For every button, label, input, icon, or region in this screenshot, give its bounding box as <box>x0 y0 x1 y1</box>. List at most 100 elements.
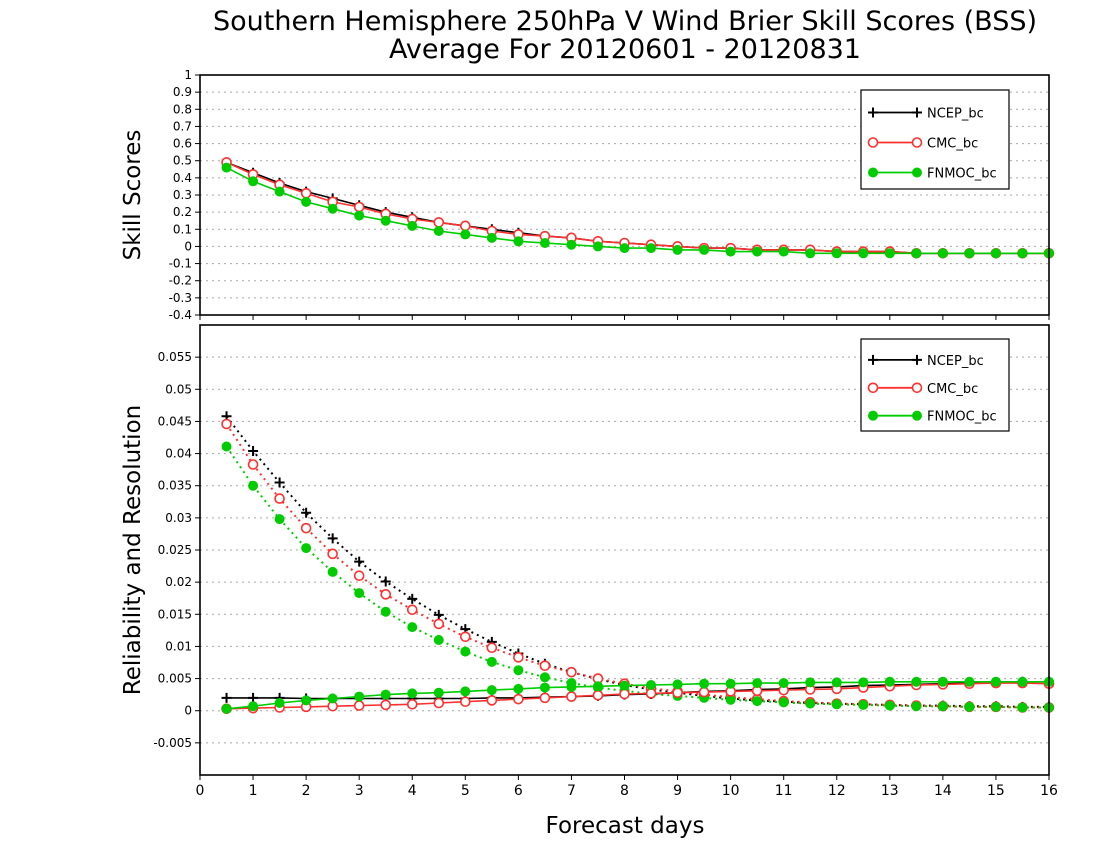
y-tick-label: 0.05 <box>165 382 192 396</box>
legend-marker <box>912 354 922 365</box>
y-tick-label: 0.025 <box>158 543 192 557</box>
y-tick-label: 1 <box>184 68 192 82</box>
legend-marker <box>868 354 878 365</box>
legend-label: NCEP_bc <box>927 107 984 122</box>
data-point-fnmoc_bc <box>460 646 471 657</box>
data-point-fnmoc_bc <box>301 196 312 207</box>
data-point-fnmoc_bc <box>592 241 603 252</box>
y-tick-label: 0.03 <box>165 511 192 525</box>
data-point-fnmoc_bc <box>539 672 550 683</box>
data-point-fnmoc_bc <box>513 683 524 694</box>
data-point-fnmoc_bc <box>937 676 948 687</box>
y-tick-label: 0.6 <box>173 137 192 151</box>
x-tick-label: 12 <box>828 783 846 799</box>
data-point-fnmoc_bc <box>990 676 1001 687</box>
data-point-fnmoc_bc <box>301 543 312 554</box>
data-point-fnmoc_bc <box>937 701 948 712</box>
data-point-cmc_bc <box>433 618 445 630</box>
data-point-cmc_bc <box>513 652 524 663</box>
y-tick-label: 0.3 <box>173 188 192 202</box>
data-point-fnmoc_bc <box>248 701 259 712</box>
data-point-fnmoc_bc <box>248 176 259 187</box>
series-line-ncep_bc-dotted <box>225 415 1049 708</box>
y-tick-label: 0.5 <box>173 154 192 168</box>
series-line-fnmoc_bc-dotted <box>225 445 1049 709</box>
data-point-fnmoc_bc <box>274 698 285 708</box>
legend-label: FNMOC_bc <box>927 167 997 182</box>
chart-title: Southern Hemisphere 250hPa V Wind Brier … <box>213 6 1037 37</box>
y-axis-label: Skill Scores <box>120 130 146 261</box>
legend-marker <box>867 382 879 394</box>
data-point-fnmoc_bc <box>327 566 338 577</box>
data-point-ncep_bc <box>221 692 232 703</box>
data-point-fnmoc_bc <box>380 689 391 700</box>
data-point-fnmoc_bc <box>354 691 365 702</box>
data-point-fnmoc_bc <box>911 676 922 687</box>
data-point-fnmoc_bc <box>831 699 842 710</box>
data-point-fnmoc_bc <box>301 695 312 706</box>
y-tick-label: -0.2 <box>169 274 192 288</box>
legend-marker <box>912 107 922 118</box>
y-tick-label: 0.4 <box>173 171 192 185</box>
data-point-fnmoc_bc <box>221 441 232 452</box>
data-point-cmc_bc <box>353 201 365 213</box>
data-point-cmc_bc <box>247 459 259 470</box>
data-point-fnmoc_bc <box>248 480 259 491</box>
y-tick-label: 0.7 <box>173 119 192 133</box>
data-point-fnmoc_bc <box>911 248 922 259</box>
y-tick-label: 0.9 <box>173 85 192 99</box>
data-point-fnmoc_bc <box>884 248 895 259</box>
y-tick-label: 0 <box>184 239 192 253</box>
data-point-fnmoc_bc <box>725 678 736 689</box>
data-point-fnmoc_bc <box>911 701 922 712</box>
legend: NCEP_bc CMC_bc FNMOC_bc <box>860 89 1010 190</box>
data-point-ncep_bc <box>248 692 259 703</box>
y-tick-label: -0.4 <box>169 308 192 322</box>
y-tick-label: 0.8 <box>173 102 192 116</box>
legend-label: CMC_bc <box>927 382 978 397</box>
x-axis-label: Forecast days <box>546 813 705 839</box>
data-point-cmc_bc <box>406 698 418 710</box>
data-point-cmc_bc <box>486 642 498 654</box>
legend-label: NCEP_bc <box>927 354 984 369</box>
data-point-fnmoc_bc <box>672 244 683 255</box>
skill-score-panel: -0.4 -0.3 -0.2 -0.1 0 0.1 0.2 0.3 0.4 0.5 0.6 0.7 0.… <box>120 68 1055 322</box>
data-point-fnmoc_bc <box>433 635 444 645</box>
data-point-fnmoc_bc <box>778 678 789 689</box>
data-point-fnmoc_bc <box>354 210 365 221</box>
data-point-fnmoc_bc <box>699 244 710 255</box>
data-point-fnmoc_bc <box>486 656 497 667</box>
reliability-resolution-panel: -0.005 0 0.005 0.01 0.015 0.02 0.025 0.03 0.035 0… <box>120 324 1058 799</box>
data-point-fnmoc_bc <box>460 229 471 240</box>
data-point-fnmoc_bc <box>858 677 869 688</box>
y-tick-label: 0.055 <box>158 350 192 364</box>
data-point-fnmoc_bc <box>539 682 550 693</box>
data-point-fnmoc_bc <box>990 701 1001 712</box>
x-tick-label: 16 <box>1040 783 1058 799</box>
data-point-ncep_bc <box>327 533 338 544</box>
legend-label: CMC_bc <box>927 137 978 152</box>
y-tick-label: 0.015 <box>158 607 192 621</box>
x-tick-label: 11 <box>775 783 793 799</box>
data-point-cmc_bc <box>300 522 312 534</box>
y-tick-label: -0.3 <box>169 291 192 305</box>
series-line-cmc_bc-dotted <box>225 423 1049 709</box>
data-point-cmc_bc <box>433 217 445 228</box>
x-tick-label: 15 <box>987 783 1005 799</box>
y-tick-label: -0.005 <box>153 736 192 750</box>
legend-marker <box>912 410 922 421</box>
data-point-fnmoc_bc <box>805 248 816 259</box>
data-point-fnmoc_bc <box>221 162 232 173</box>
data-point-ncep_bc <box>274 477 285 488</box>
data-point-fnmoc_bc <box>619 243 630 254</box>
data-point-cmc_bc <box>433 697 445 709</box>
data-point-cmc_bc <box>353 700 365 711</box>
legend-marker <box>911 137 923 148</box>
legend-label: FNMOC_bc <box>927 410 997 425</box>
x-tick-label: 2 <box>302 783 311 799</box>
data-point-cmc_bc <box>698 686 710 698</box>
data-point-fnmoc_bc <box>725 246 736 257</box>
data-point-ncep_bc <box>380 576 391 587</box>
data-point-fnmoc_bc <box>486 232 497 243</box>
data-point-cmc_bc <box>460 631 471 643</box>
